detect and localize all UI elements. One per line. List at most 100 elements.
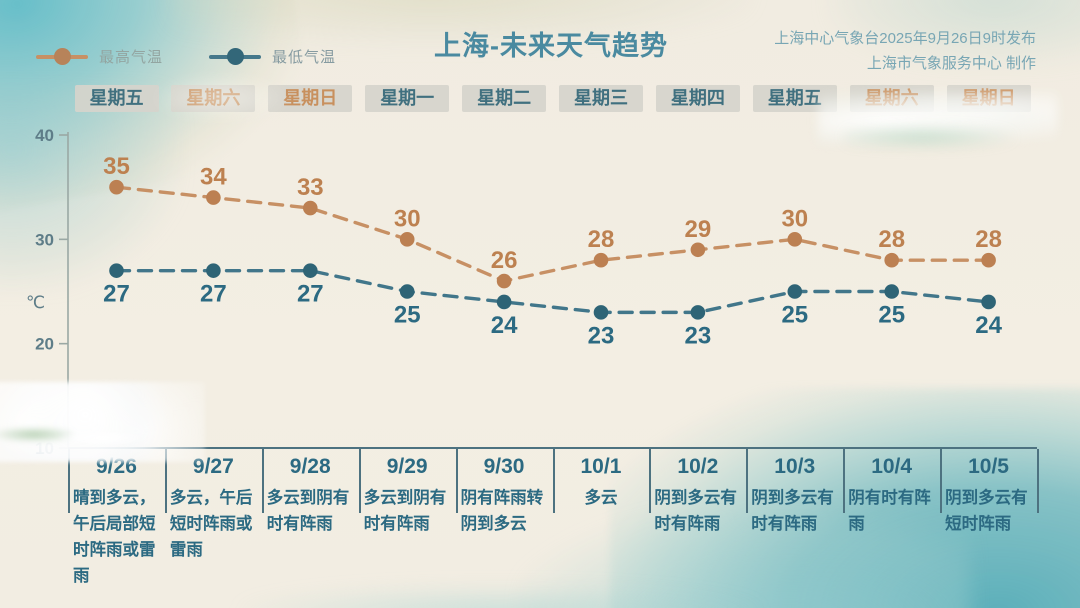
weekday-header-5: 星期二 (462, 85, 547, 112)
y-axis-tick-label: 10 (35, 439, 54, 458)
low-temp-value: 24 (491, 312, 518, 339)
high-temp-value: 28 (588, 226, 615, 253)
table-column-divider (164, 449, 167, 513)
high-temp-value: 28 (975, 226, 1002, 253)
low-temp-value: 27 (200, 281, 227, 308)
low-temp-value: 27 (103, 281, 130, 308)
forecast-cell-9/27: 9/27 多云，午后短时阵雨或雷雨 (166, 452, 261, 563)
forecast-description: 多云 (584, 489, 618, 507)
low-temp-value: 24 (975, 312, 1002, 339)
weekday-header-3: 星期日 (268, 85, 353, 112)
low-temp-line (114, 268, 991, 315)
high-temp-value: 28 (878, 226, 905, 253)
forecast-cell-9/28: 9/28 多云到阴有时有阵雨 (263, 452, 358, 537)
forecast-cell-10/1: 10/1 多云 (554, 452, 649, 511)
legend-item-high-temp: 最高气温 (36, 46, 163, 67)
forecast-date: 10/2 (677, 455, 719, 478)
low-temp-marker-icon (209, 48, 262, 65)
forecast-description: 多云到阴有时有阵雨 (266, 489, 350, 533)
page-title: 上海-未来天气趋势 (434, 31, 668, 61)
forecast-date: 10/5 (968, 455, 1009, 478)
low-temp-point (593, 305, 609, 320)
high-temp-value: 30 (781, 205, 808, 232)
low-temp-value: 23 (588, 322, 615, 349)
forecast-cell-10/3: 10/3 阴到多云有时有阵雨 (747, 452, 842, 537)
high-temp-point (496, 273, 512, 289)
forecast-description: 多云，午后短时阵雨或雷雨 (169, 489, 253, 559)
weekday-header-4: 星期一 (365, 85, 450, 112)
table-top-border (68, 447, 1037, 449)
low-temp-point (981, 294, 996, 310)
forecast-date: 10/3 (774, 455, 816, 478)
table-column-divider (1037, 449, 1039, 513)
weekday-header-10: 星期日 (946, 85, 1031, 112)
forecast-cell-9/29: 9/29 多云到阴有时有阵雨 (360, 452, 455, 537)
low-temp-point (206, 263, 221, 278)
forecast-description: 多云到阴有时有阵雨 (363, 489, 447, 533)
forecast-description: 阴到多云有时有阵雨 (751, 489, 834, 533)
forecast-description: 阴有阵雨转阴到多云 (460, 489, 544, 533)
weekday-header-1: 星期五 (74, 85, 159, 112)
high-temp-point (109, 179, 124, 195)
watercolor-bottom-strip-decoration (240, 586, 760, 608)
forecast-date: 9/28 (289, 455, 331, 478)
high-temp-value: 30 (394, 205, 421, 232)
high-temp-point (690, 242, 706, 258)
temperature-trend-chart: 40 30 20 10 ℃ 35 34 33 30 26 28 29 30 28 28 27 27 27 25 24 2… (26, 126, 1003, 458)
forecast-date: 10/1 (580, 455, 622, 478)
high-temp-marker-icon (36, 48, 88, 65)
high-temp-point (206, 190, 221, 205)
forecast-date: 9/30 (483, 455, 525, 478)
forecast-cell-10/2: 10/2 阴到多云有时有阵雨 (650, 452, 745, 537)
low-temp-value: 25 (878, 302, 905, 329)
low-temp-point (690, 305, 706, 320)
forecast-date: 10/4 (871, 455, 913, 478)
high-temp-value: 35 (103, 153, 130, 180)
forecast-description: 晴到多云，午后局部短时阵雨或雷雨 (73, 489, 156, 585)
high-temp-value: 29 (685, 216, 712, 243)
forecast-description: 阴到多云有短时阵雨 (945, 489, 1028, 533)
high-temp-point (593, 252, 609, 268)
forecast-date: 9/26 (96, 455, 137, 478)
source-info: 上海中心气象台2025年9月26日9时发布 上海市气象服务中心 制作 (774, 26, 1036, 76)
low-temp-value: 27 (297, 281, 324, 308)
forecast-description: 阴到多云有时有阵雨 (654, 489, 737, 533)
forecast-cell-10/4: 10/4 阴有时有阵雨 (844, 452, 939, 537)
high-temp-line (114, 185, 991, 283)
forecast-cell-10/5: 10/5 阴到多云有短时阵雨 (941, 452, 1036, 537)
forecast-description: 阴有时有阵雨 (848, 489, 931, 533)
table-column-divider (358, 449, 361, 513)
legend-item-low-temp: 最低气温 (209, 46, 336, 67)
table-column-divider (261, 449, 264, 513)
weekday-header-7: 星期四 (655, 85, 740, 112)
low-temp-value: 25 (781, 302, 808, 329)
legend-low-label: 最低气温 (272, 49, 337, 66)
low-temp-point (884, 284, 899, 299)
high-temp-value: 26 (491, 247, 518, 274)
chart-legend: 最高气温 最低气温 (36, 46, 336, 67)
low-temp-point (109, 263, 124, 278)
source-issued-line: 上海中心气象台2025年9月26日9时发布 (774, 30, 1036, 47)
weekday-header-8: 星期五 (752, 85, 837, 112)
high-temp-value: 34 (200, 164, 227, 191)
low-temp-value: 23 (685, 322, 712, 349)
weekday-header-6: 星期三 (559, 85, 643, 112)
low-temp-point (787, 284, 803, 299)
table-column-divider (455, 449, 458, 513)
forecast-cell-9/26: 9/26 晴到多云，午后局部短时阵雨或雷雨 (69, 452, 164, 589)
table-column-divider (552, 449, 555, 513)
high-temp-point (399, 232, 415, 247)
low-temp-point (399, 284, 415, 299)
low-temp-value: 25 (394, 302, 421, 329)
y-axis-unit-label: ℃ (26, 293, 45, 312)
table-column-divider (68, 449, 70, 513)
weekday-header-2: 星期六 (171, 85, 256, 112)
low-temp-point (303, 263, 318, 278)
legend-high-label: 最高气温 (99, 49, 164, 66)
high-temp-point (787, 232, 803, 247)
forecast-cell-9/30: 9/30 阴有阵雨转阴到多云 (457, 452, 552, 537)
y-axis-tick-label: 30 (35, 230, 54, 249)
forecast-date: 9/29 (386, 455, 428, 478)
low-temp-point (496, 294, 512, 310)
